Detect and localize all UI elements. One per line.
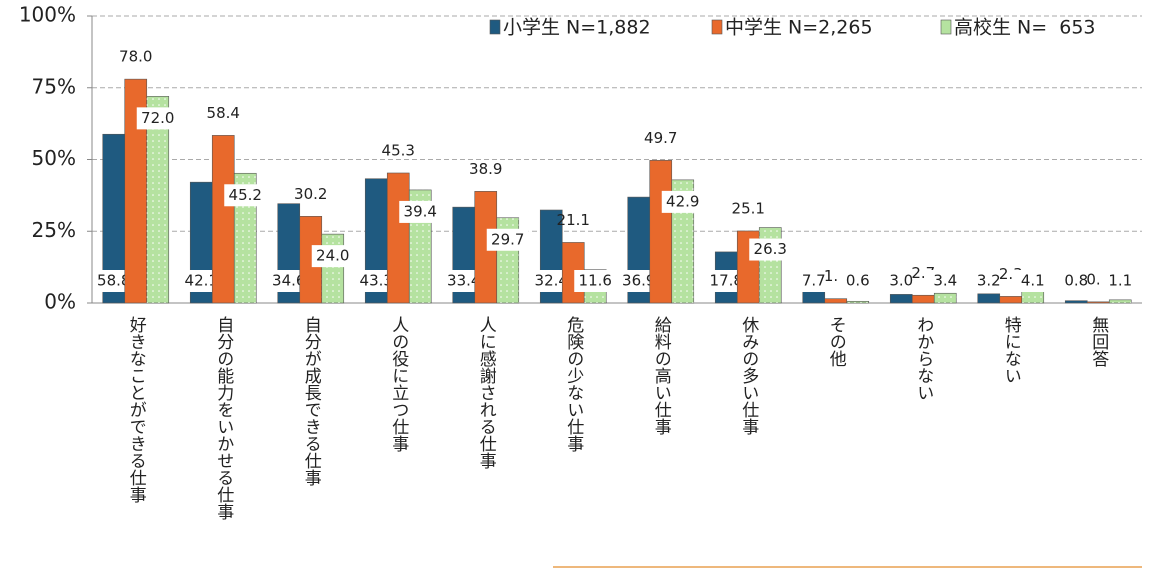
- bar: [824, 298, 848, 304]
- bar: [889, 294, 913, 304]
- bar: [386, 172, 410, 304]
- x-tick-label: 休みの多い仕事: [738, 316, 759, 435]
- value-label-box: [92, 270, 135, 292]
- value-label: 33.4: [447, 272, 480, 290]
- value-label: 7.7: [802, 272, 826, 290]
- bar: [649, 160, 673, 304]
- value-label: 78.0: [119, 48, 152, 66]
- bar: [911, 294, 935, 304]
- bar-pattern: [1109, 299, 1132, 303]
- legend-swatch: [711, 19, 723, 35]
- value-label: 21.1: [557, 211, 590, 229]
- value-label: 39.4: [404, 202, 437, 220]
- value-label: 24.0: [316, 247, 349, 265]
- x-tick-label: 無回答: [1088, 316, 1109, 367]
- value-label: 3.2: [977, 272, 1001, 290]
- value-label: 36.9: [622, 272, 655, 290]
- value-label-box: [486, 228, 529, 251]
- y-tick-label: 25%: [32, 218, 76, 242]
- value-label: 34.6: [272, 272, 305, 290]
- y-tick-label: 75%: [32, 74, 76, 98]
- value-label: 29.7: [491, 230, 524, 248]
- value-label-box: [224, 184, 267, 207]
- value-label: 0.8: [1064, 272, 1088, 290]
- value-label-box: [355, 270, 398, 292]
- legend-label: 中学生 N=2,265: [725, 17, 873, 39]
- x-tick-label: 自分が成長できる仕事: [301, 316, 322, 486]
- value-label: 49.7: [644, 129, 677, 147]
- legend-swatch: [489, 19, 501, 35]
- bar-pattern: [934, 293, 957, 303]
- value-label-box: [180, 270, 223, 292]
- x-tick-label: 自分の能力をいかせる仕事: [213, 316, 234, 520]
- x-tick-label: 好きなことができる仕事: [126, 316, 147, 503]
- value-label-box: [136, 107, 179, 130]
- bar-pattern: [846, 301, 869, 303]
- legend-swatch: [940, 19, 952, 35]
- value-label: 45.3: [382, 141, 415, 159]
- bar-pattern: [321, 234, 344, 303]
- x-tick-label: 特にない: [1001, 316, 1022, 384]
- legend-label: 小学生 N=1,882: [503, 17, 651, 39]
- value-label: 11.6: [579, 272, 612, 290]
- x-tick-label: 危険の少ない仕事: [563, 316, 584, 452]
- value-label-box: [705, 270, 748, 292]
- value-label-box: [749, 238, 792, 261]
- value-label: 25.1: [732, 199, 765, 217]
- value-label-box: [967, 270, 1010, 292]
- value-label-box: [267, 270, 310, 292]
- value-label: 32.4: [535, 272, 568, 290]
- x-tick-label: 人の役に立つ仕事: [388, 316, 409, 452]
- value-label: 26.3: [754, 240, 787, 258]
- value-label: 72.0: [141, 109, 174, 127]
- value-label: 42.9: [666, 192, 699, 210]
- x-tick-label: 人に感謝される仕事: [476, 316, 497, 469]
- value-label-box: [442, 270, 485, 292]
- value-label: 1.1: [1108, 272, 1132, 290]
- value-label: 38.9: [469, 160, 502, 178]
- value-label-box: [530, 270, 573, 292]
- value-label-box: [574, 270, 617, 292]
- value-label-box: [1011, 270, 1054, 292]
- x-tick-label: 給料の高い仕事: [651, 316, 672, 435]
- bar-pattern: [146, 96, 169, 303]
- value-label: 42.1: [185, 272, 218, 290]
- value-label-box: [617, 270, 660, 292]
- x-tick-label: その他: [826, 316, 847, 367]
- x-tick-label: わからない: [913, 316, 933, 401]
- bar: [1086, 301, 1110, 304]
- value-label-box: [1099, 270, 1142, 292]
- value-label: 3.0: [889, 272, 913, 290]
- value-label-box: [880, 270, 923, 292]
- value-label: 0.6: [846, 272, 870, 290]
- value-label-box: [1055, 270, 1098, 292]
- value-label: 58.4: [207, 104, 240, 122]
- value-label: 17.8: [710, 272, 743, 290]
- legend-label: 高校生 N= 653: [954, 17, 1096, 39]
- value-label-box: [311, 245, 354, 268]
- value-label: 4.1: [1021, 272, 1045, 290]
- value-label-box: [399, 200, 442, 223]
- value-label: 3.4: [933, 272, 957, 290]
- y-tick-label: 50%: [32, 146, 76, 170]
- value-label-box: [836, 270, 879, 292]
- value-label: 45.2: [229, 186, 262, 204]
- value-label: 30.2: [294, 185, 327, 203]
- value-label-box: [792, 270, 835, 292]
- value-label-box: [661, 190, 704, 213]
- y-tick-label: 0%: [44, 290, 76, 314]
- value-label: 43.3: [360, 272, 393, 290]
- value-label-box: [924, 270, 967, 292]
- bar: [977, 293, 1001, 304]
- value-label: 58.8: [97, 272, 130, 290]
- bar: [1064, 300, 1088, 304]
- y-tick-label: 100%: [19, 3, 76, 27]
- bar-pattern: [1021, 291, 1044, 303]
- bar: [211, 135, 235, 304]
- bar: [999, 296, 1023, 304]
